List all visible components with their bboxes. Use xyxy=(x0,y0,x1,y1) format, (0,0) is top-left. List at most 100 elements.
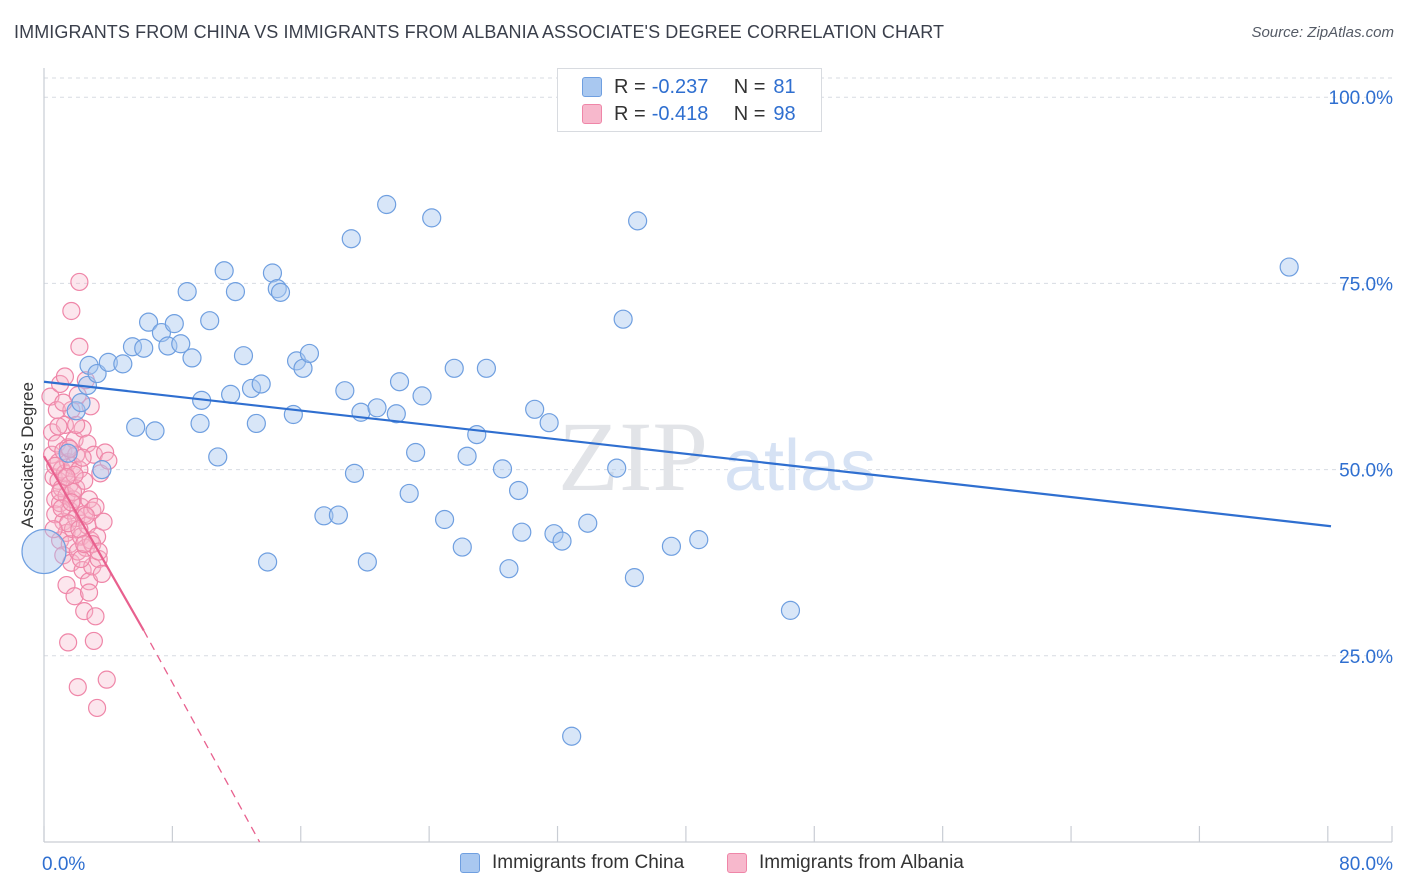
y-tick-label: 25.0% xyxy=(1339,647,1393,668)
albania-point xyxy=(57,467,76,487)
china-point xyxy=(386,404,406,424)
china-point xyxy=(71,392,91,413)
china-point xyxy=(145,421,165,441)
china-point xyxy=(270,282,291,302)
china-point xyxy=(492,459,513,479)
china-point xyxy=(344,463,365,483)
china-point xyxy=(508,480,529,501)
albania-point xyxy=(68,677,87,697)
legend-n-label: N = xyxy=(733,75,766,98)
china-point xyxy=(457,446,477,466)
china-point xyxy=(544,524,564,544)
china-point xyxy=(357,552,377,572)
china-point xyxy=(499,559,519,579)
y-tick-label: 50.0% xyxy=(1339,461,1393,482)
bottom-legend-albania: Immigrants from Albania xyxy=(727,852,964,874)
y-axis-title: Associate's Degree xyxy=(18,382,37,528)
albania-point xyxy=(65,587,84,606)
y-tick-label: 75.0% xyxy=(1339,274,1393,295)
china-point xyxy=(171,334,191,354)
china-point xyxy=(221,384,241,404)
china-point xyxy=(689,530,709,550)
china-point xyxy=(661,536,682,556)
legend-n-label: N = xyxy=(733,102,766,125)
albania-point xyxy=(75,471,94,490)
china-point xyxy=(258,552,278,572)
legend-r-value: -0.418 xyxy=(651,102,709,125)
china-point xyxy=(335,381,355,401)
china-point xyxy=(190,413,210,434)
watermark: ZIP atlas xyxy=(558,401,876,512)
legend-r-value: -0.237 xyxy=(651,75,709,98)
chart-title: IMMIGRANTS FROM CHINA VS IMMIGRANTS FROM… xyxy=(14,22,945,42)
china-point xyxy=(299,343,320,364)
china-point xyxy=(177,282,197,302)
tick-labels: 25.0% 50.0% 75.0% 100.0% 0.0% 80.0% xyxy=(42,88,1393,875)
china-point xyxy=(607,458,627,478)
axes xyxy=(43,68,1393,843)
china-legend-swatch xyxy=(460,853,480,873)
china-point xyxy=(164,314,184,334)
china-point xyxy=(512,522,532,542)
albania-point xyxy=(87,698,107,718)
albania-point xyxy=(71,549,91,569)
legend-n-value: 98 xyxy=(773,102,796,125)
albania-point xyxy=(49,417,68,436)
legend-r-label: R = xyxy=(614,75,646,98)
albania-point xyxy=(67,415,86,435)
legend-row-china: R = -0.237 N = 81 xyxy=(582,75,796,99)
albania-point xyxy=(97,670,116,689)
albania-point xyxy=(42,445,62,464)
albania-point xyxy=(52,499,71,518)
albania-point xyxy=(81,397,100,416)
albania-point xyxy=(86,607,105,626)
albania-point xyxy=(70,337,89,356)
china-point xyxy=(476,358,497,378)
china-point xyxy=(182,348,202,368)
albania-point xyxy=(94,512,113,531)
china-point xyxy=(251,374,271,394)
china-point xyxy=(562,726,582,746)
china-point xyxy=(434,509,455,530)
china-point xyxy=(241,378,262,399)
legend-r-label: R = xyxy=(614,102,646,125)
x-tick-label: 80.0% xyxy=(1339,854,1393,875)
albania-point xyxy=(75,534,94,554)
albania-swatch xyxy=(582,104,602,124)
china-point xyxy=(422,208,442,228)
china-point xyxy=(780,600,801,620)
albania-points xyxy=(41,272,118,718)
y-tick-label: 100.0% xyxy=(1329,88,1394,109)
china-point xyxy=(138,312,159,332)
china-point xyxy=(246,413,266,434)
china-point xyxy=(225,282,246,302)
china-point xyxy=(126,417,146,437)
china-point xyxy=(21,528,67,575)
china-point xyxy=(341,229,361,249)
albania-point xyxy=(59,633,78,652)
china-point xyxy=(452,537,472,557)
china-swatch xyxy=(582,77,602,97)
albania-legend-swatch xyxy=(727,853,747,873)
china-point xyxy=(113,354,133,374)
albania-point xyxy=(73,448,92,467)
china-point xyxy=(98,352,118,372)
trend-lines xyxy=(43,380,1332,843)
china-point xyxy=(412,386,432,406)
stats-legend: R = -0.237 N = 81 R = -0.418 N = 98 xyxy=(557,68,822,132)
china-point xyxy=(233,346,254,366)
x-tick-label: 0.0% xyxy=(42,854,85,875)
bottom-legend-china: Immigrants from China xyxy=(460,852,684,874)
albania-point xyxy=(62,301,81,321)
watermark-zip: ZIP xyxy=(558,401,708,512)
china-point xyxy=(399,483,419,504)
source-label: Source: ZipAtlas.com xyxy=(1251,24,1394,41)
china-point xyxy=(200,311,220,331)
legend-row-albania: R = -0.418 N = 98 xyxy=(582,102,796,126)
albania-trend-line xyxy=(43,455,145,632)
legend-n-value: 81 xyxy=(773,75,796,98)
china-point xyxy=(539,413,559,433)
china-legend-label: Immigrants from China xyxy=(492,852,685,873)
china-point xyxy=(613,309,633,329)
